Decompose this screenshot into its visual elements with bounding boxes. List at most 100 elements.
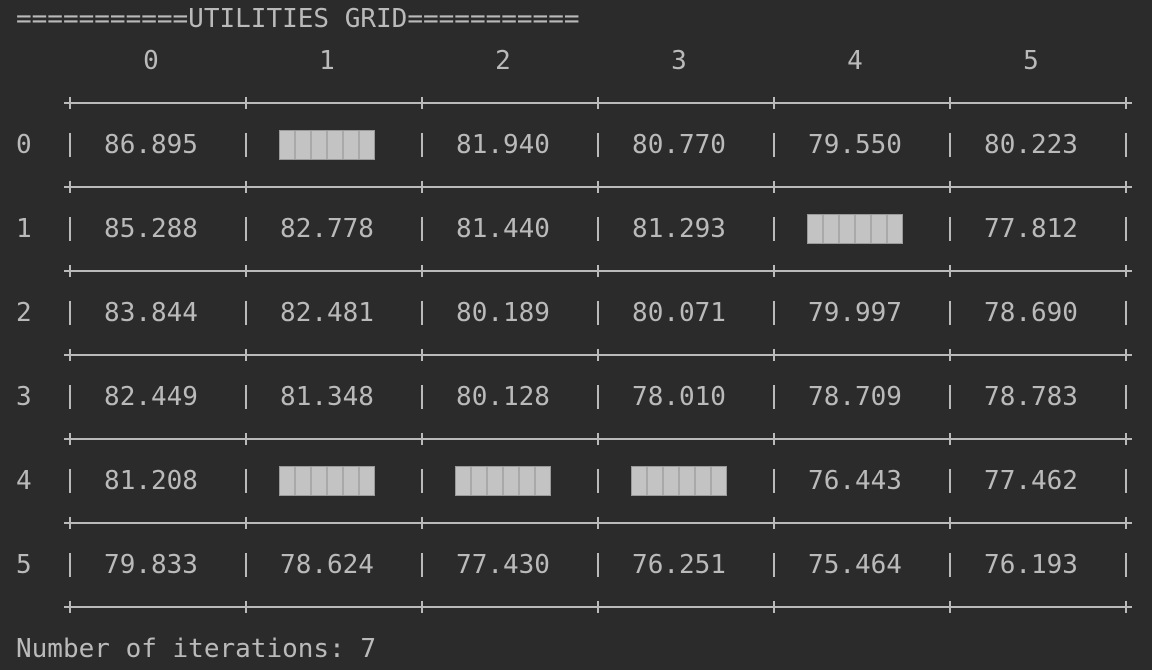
grid-border-junction [944,265,956,277]
grid-border-junction [592,349,604,361]
cell-separator [949,301,951,325]
column-header: 3 [671,46,687,76]
cell-separator [245,133,247,157]
utility-value: 79.997 [808,298,902,328]
grid-border-junction [64,97,76,109]
utility-value: 80.128 [456,382,550,412]
cell-separator [245,217,247,241]
cell-separator [597,385,599,409]
utility-value: 76.443 [808,466,902,496]
column-header: 0 [143,46,159,76]
grid-border-junction [592,265,604,277]
grid-border-junction [240,349,252,361]
utility-value: 81.940 [456,130,550,160]
grid-border-junction [1120,517,1132,529]
grid-border-junction [240,181,252,193]
grid-border-junction [416,181,428,193]
column-header: 1 [319,46,335,76]
cell-separator [69,553,71,577]
row-label: 4 [16,466,32,496]
grid-border-junction [592,97,604,109]
cell-separator [69,301,71,325]
grid-border-junction [64,181,76,193]
grid-border-junction [592,517,604,529]
utility-value: 80.223 [984,130,1078,160]
utility-value: 81.293 [632,214,726,244]
utility-value: 78.709 [808,382,902,412]
grid-title: ===========UTILITIES GRID=========== [16,4,580,34]
wall-cell [807,214,903,244]
wall-cell [455,466,551,496]
cell-separator [1125,469,1127,493]
utility-value: 80.770 [632,130,726,160]
grid-border-junction [64,517,76,529]
utility-value: 82.449 [104,382,198,412]
cell-separator [773,301,775,325]
cell-separator [69,385,71,409]
cell-separator [421,217,423,241]
cell-separator [949,385,951,409]
cell-separator [245,301,247,325]
grid-border-junction [944,349,956,361]
grid-border-junction [1120,181,1132,193]
cell-separator [1125,385,1127,409]
grid-border-junction [768,349,780,361]
row-label: 1 [16,214,32,244]
grid-border-junction [416,349,428,361]
grid-border-junction [944,181,956,193]
row-label: 3 [16,382,32,412]
grid-border-junction [1120,601,1132,613]
utility-value: 77.462 [984,466,1078,496]
grid-border-junction [592,601,604,613]
cell-separator [421,133,423,157]
cell-separator [949,469,951,493]
cell-separator [773,385,775,409]
row-label: 5 [16,550,32,580]
grid-border-junction [768,433,780,445]
column-header: 4 [847,46,863,76]
grid-border-junction [240,601,252,613]
utility-value: 85.288 [104,214,198,244]
grid-border-junction [416,517,428,529]
cell-separator [1125,133,1127,157]
grid-border-junction [592,433,604,445]
row-label: 2 [16,298,32,328]
cell-separator [597,553,599,577]
column-header: 2 [495,46,511,76]
row-label: 0 [16,130,32,160]
utility-value: 81.440 [456,214,550,244]
grid-border-junction [944,433,956,445]
cell-separator [1125,553,1127,577]
utility-value: 86.895 [104,130,198,160]
utility-value: 81.348 [280,382,374,412]
grid-border-junction [416,97,428,109]
grid-border-junction [768,265,780,277]
utility-value: 77.430 [456,550,550,580]
utility-value: 76.251 [632,550,726,580]
cell-separator [597,133,599,157]
grid-border-junction [64,433,76,445]
cell-separator [949,133,951,157]
utility-value: 83.844 [104,298,198,328]
cell-separator [245,553,247,577]
grid-border-junction [64,265,76,277]
cell-separator [421,301,423,325]
cell-separator [421,385,423,409]
utility-value: 79.833 [104,550,198,580]
grid-border-junction [1120,433,1132,445]
cell-separator [69,217,71,241]
utility-value: 78.010 [632,382,726,412]
utility-value: 79.550 [808,130,902,160]
cell-separator [773,469,775,493]
wall-cell [279,466,375,496]
grid-border-junction [64,601,76,613]
utility-value: 78.783 [984,382,1078,412]
utility-value: 76.193 [984,550,1078,580]
grid-border-junction [240,97,252,109]
cell-separator [245,385,247,409]
cell-separator [597,217,599,241]
cell-separator [773,133,775,157]
cell-separator [773,217,775,241]
utility-value: 81.208 [104,466,198,496]
